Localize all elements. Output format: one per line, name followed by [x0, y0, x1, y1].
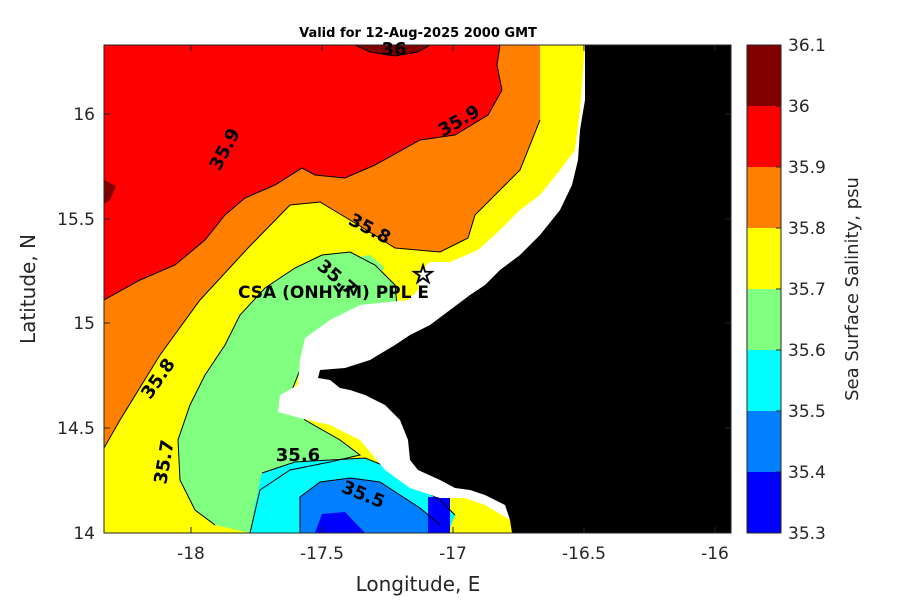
colorbar-tick-label: 36.1 [788, 36, 826, 56]
colorbar-swatch [747, 167, 781, 228]
site-label: CSA (ONHYM) PPL E [238, 283, 429, 303]
salinity-band-35-3 [315, 512, 365, 533]
colorbar-label: Sea Surface Salinity, psu [842, 177, 863, 401]
x-tick-label: -17 [439, 544, 467, 564]
x-tick-labels: -18 -17.5 -17 -16.5 -16 [177, 544, 729, 564]
colorbar-tick-label: 35.9 [788, 158, 826, 178]
colorbar-swatch [747, 45, 781, 106]
salinity-band-35-6-patch [352, 255, 385, 274]
x-tick-label: -17.5 [300, 544, 344, 564]
contour-label-36: 36 [381, 39, 406, 60]
colorbar-swatch [747, 472, 781, 533]
colorbar-swatch [747, 289, 781, 350]
colorbar-tick-label: 35.8 [788, 219, 826, 239]
colorbar-swatch [747, 350, 781, 411]
contour-label-35-6: 35.6 [276, 445, 320, 466]
colorbar-swatch [747, 411, 781, 472]
star-icon[interactable]: ☆ [411, 259, 436, 290]
salinity-band-35-9 [104, 45, 502, 300]
y-tick-label: 15.5 [57, 210, 95, 230]
axis-tick-marks [104, 45, 731, 534]
colorbar-tick-label: 35.5 [788, 402, 826, 422]
y-tick-label: 16 [73, 105, 95, 125]
salinity-band-35-3-east [428, 497, 450, 533]
map-title: Valid for 12-Aug-2025 2000 GMT [299, 26, 537, 41]
colorbar-swatch [747, 228, 781, 289]
y-tick-label: 14 [73, 524, 95, 544]
colorbar-tick-label: 35.4 [788, 463, 826, 483]
y-tick-label: 15 [73, 314, 95, 334]
salinity-band-36-0 [355, 45, 430, 56]
map-plot-area [104, 45, 731, 533]
colorbar-tick-label: 35.3 [788, 524, 826, 544]
x-tick-label: -16 [701, 544, 729, 564]
plot-frame [103, 44, 732, 534]
y-tick-labels: 14 14.5 15 15.5 16 [57, 105, 95, 544]
land-mass[interactable] [318, 45, 731, 533]
colorbar-tick-label: 35.6 [788, 341, 826, 361]
salinity-band-36-0-west [104, 180, 116, 204]
colorbar-swatches [747, 45, 781, 533]
x-tick-label: -18 [177, 544, 205, 564]
colorbar-tick-label: 36 [788, 97, 810, 117]
colorbar: 35.3 35.4 35.5 35.6 35.7 35.8 35.9 36 36.1 Sea S… [746, 36, 863, 544]
x-axis-label: Longitude, E [356, 572, 481, 596]
y-axis-label: Latitude, N [16, 234, 40, 344]
y-tick-label: 14.5 [57, 419, 95, 439]
contour-lines [104, 45, 541, 533]
colorbar-swatch [747, 106, 781, 167]
x-tick-label: -16.5 [562, 544, 606, 564]
colorbar-ticks: 35.3 35.4 35.5 35.6 35.7 35.8 35.9 36 36.1 [776, 36, 826, 544]
colorbar-tick-label: 35.7 [788, 280, 826, 300]
